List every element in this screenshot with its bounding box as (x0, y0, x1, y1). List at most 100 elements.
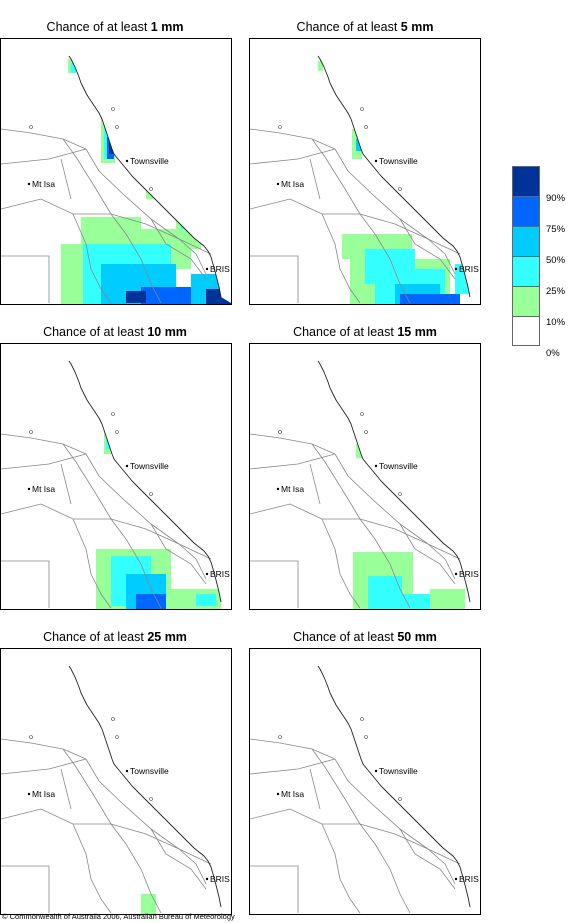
panel-title-15mm: Chance of at least 15 mm (293, 325, 437, 339)
bris-marker (454, 877, 458, 881)
map-panel-5mm: Mt Isa Townsville BRIS (249, 38, 481, 305)
island (278, 735, 282, 739)
district-boundary (250, 758, 336, 775)
map-svg: Mt Isa Townsville BRIS (250, 649, 480, 914)
coastline (317, 360, 471, 603)
district-boundary (311, 443, 376, 540)
district-boundary (1, 128, 87, 150)
island (398, 797, 402, 801)
district-boundary (399, 828, 456, 890)
bris-label: BRIS (210, 264, 230, 274)
bris-marker (205, 267, 209, 271)
townsville-label: Townsville (130, 766, 169, 776)
townsville-marker (125, 769, 129, 773)
district-boundary (72, 518, 112, 609)
district-boundary (60, 158, 72, 200)
district-boundary (399, 523, 456, 585)
coastline (68, 665, 222, 908)
bris-label: BRIS (459, 264, 479, 274)
legend-swatch-50 (512, 226, 540, 256)
bris-marker (454, 572, 458, 576)
district-boundary (359, 823, 461, 865)
district-boundary (359, 518, 461, 560)
district-boundary (1, 865, 50, 913)
bris-label: BRIS (210, 569, 230, 579)
legend-label-0: 0% (546, 348, 560, 359)
district-boundary (85, 758, 180, 850)
rainfall-probability-cell (126, 291, 146, 303)
legend-swatch-10 (512, 286, 540, 316)
district-boundary (250, 560, 299, 608)
coastline (68, 360, 222, 603)
mt-isa-label: Mt Isa (32, 484, 55, 494)
district-boundary (250, 148, 336, 165)
district-boundary (110, 518, 212, 560)
district-boundary (250, 865, 299, 913)
mt-isa-marker (27, 487, 31, 491)
rainfall-probability-cell (356, 139, 361, 151)
coral-sea (318, 39, 480, 303)
island (29, 125, 33, 129)
mt-isa-label: Mt Isa (32, 179, 55, 189)
townsville-label: Townsville (379, 766, 418, 776)
legend-label-25: 25% (546, 286, 566, 297)
district-boundary (250, 198, 360, 215)
legend-label-75: 75% (546, 224, 566, 235)
townsville-label: Townsville (379, 461, 418, 471)
panel-title-1mm: Chance of at least 1 mm (46, 20, 184, 34)
island (364, 430, 368, 434)
panel-title-10mm: Chance of at least 10 mm (43, 325, 187, 339)
district-boundary (250, 738, 336, 760)
mt-isa-marker (276, 487, 280, 491)
district-boundary (334, 453, 429, 545)
district-boundary (62, 138, 127, 235)
coastline (317, 665, 471, 908)
map-svg: Mt Isa Townsville BRIS (250, 39, 480, 304)
district-boundary (309, 158, 321, 200)
island (149, 187, 153, 191)
townsville-label: Townsville (130, 156, 169, 166)
mt-isa-label: Mt Isa (32, 789, 55, 799)
coral-sea (318, 649, 480, 913)
map-panel-25mm: Mt Isa Townsville BRIS (0, 648, 232, 915)
legend-label-90: 90% (546, 193, 566, 204)
district-boundary (427, 543, 456, 580)
map-svg: Mt Isa Townsville BRIS (250, 344, 480, 609)
island (278, 430, 282, 434)
island (29, 735, 33, 739)
map-panel-15mm: Mt Isa Townsville BRIS (249, 343, 481, 610)
copyright-notice: © Commonwealth of Australia 2006, Austra… (2, 912, 235, 921)
mt-isa-marker (276, 792, 280, 796)
district-boundary (125, 538, 162, 609)
rainfall-probability-cell (400, 294, 460, 304)
panel-title-50mm: Chance of at least 50 mm (293, 630, 437, 644)
district-boundary (150, 828, 207, 890)
district-boundary (125, 233, 162, 304)
island (111, 107, 115, 111)
district-boundary (1, 808, 111, 825)
bris-marker (454, 267, 458, 271)
district-boundary (72, 213, 112, 304)
district-boundary (110, 823, 212, 865)
district-boundary (250, 255, 299, 303)
coastline (317, 55, 471, 298)
district-boundary (311, 138, 376, 235)
district-boundary (250, 128, 336, 150)
island (360, 717, 364, 721)
district-boundary (178, 543, 207, 580)
district-boundary (334, 758, 429, 850)
legend-label-10: 10% (546, 317, 566, 328)
townsville-marker (374, 464, 378, 468)
district-boundary (309, 768, 321, 810)
district-boundary (359, 213, 461, 255)
district-boundary (334, 148, 429, 240)
district-boundary (1, 758, 87, 775)
island (115, 125, 119, 129)
coral-sea (318, 344, 480, 608)
district-boundary (178, 238, 207, 275)
coral-sea (69, 39, 231, 303)
district-boundary (1, 453, 87, 470)
coral-sea (69, 649, 231, 913)
island (364, 125, 368, 129)
island (364, 735, 368, 739)
